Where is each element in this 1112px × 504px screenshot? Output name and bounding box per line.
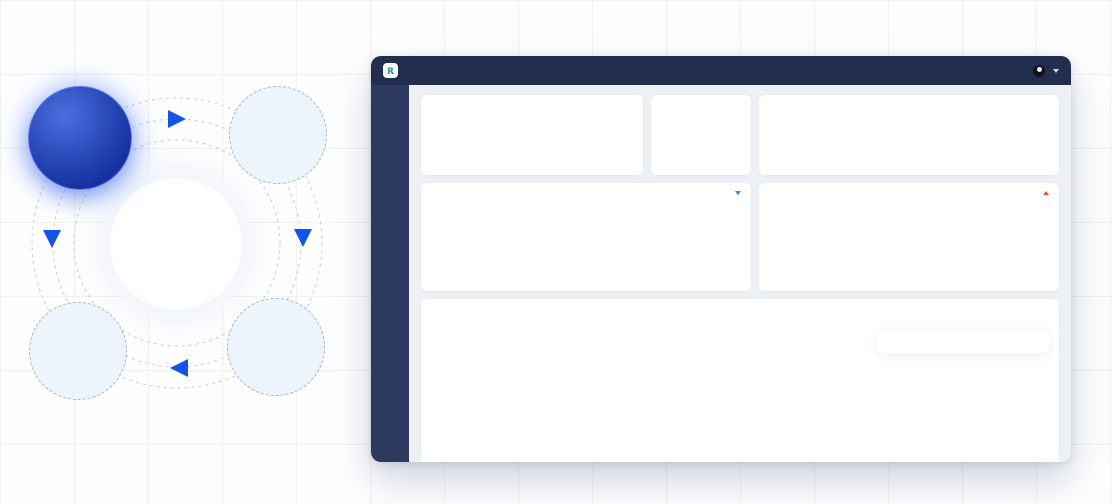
sidebar: [371, 85, 409, 462]
mom-label: [732, 191, 741, 195]
trend-down-icon: [735, 191, 741, 195]
mileage-chart: [769, 195, 1049, 275]
dashboard-window: R: [371, 56, 1071, 462]
online-duration-card: [421, 183, 751, 291]
svg-text:R: R: [387, 67, 394, 76]
stats-row: [421, 95, 1059, 175]
orbit-ring-outer: [31, 97, 323, 389]
diagram-node-feedback: [29, 302, 127, 400]
main-content: [409, 85, 1071, 462]
flow-arrow-right-icon: [294, 229, 312, 247]
flow-arrows: [43, 110, 312, 377]
energy-card: [759, 95, 1059, 175]
charge-fault-card: [651, 95, 751, 175]
trend-up-icon: [1043, 191, 1049, 195]
charts-row: [421, 183, 1059, 291]
mom-label: [1040, 191, 1049, 195]
logo: R: [383, 63, 398, 78]
online-duration-chart: [431, 195, 741, 275]
alarm-ranking-panel: [877, 331, 1049, 353]
avatar: [1033, 64, 1045, 77]
chevron-down-icon: [1053, 68, 1059, 73]
cycle-diagram: [0, 0, 372, 504]
alarm-stats-card: [421, 299, 1059, 462]
vehicle-stats-card: [421, 95, 643, 175]
diagram-node-action: [227, 298, 325, 396]
dashboard-topbar: R: [371, 56, 1071, 85]
alarm-trend-chart: [431, 309, 871, 437]
account-menu[interactable]: [1033, 64, 1059, 77]
diagram-node-decision: [229, 86, 327, 184]
mileage-card: [759, 183, 1059, 291]
center-glow: [120, 188, 232, 300]
flow-arrow-bottom-icon: [170, 359, 188, 377]
flow-arrow-top-icon: [168, 110, 186, 128]
diagram-node-sense: [28, 86, 132, 190]
vehicle-stat-list: [431, 103, 633, 113]
flow-arrow-left-icon: [43, 230, 61, 248]
orbit-ring-inner: [73, 139, 281, 347]
